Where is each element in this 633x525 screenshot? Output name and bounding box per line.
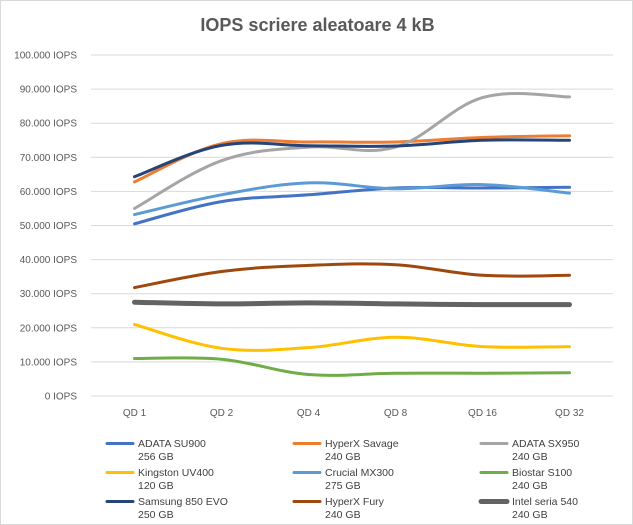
legend-label-capacity: 275 GB [325, 480, 361, 492]
series-line [133, 181, 571, 217]
y-tick-label: 40.000 IOPS [20, 255, 78, 266]
series-line [133, 356, 571, 377]
legend-label-capacity: 240 GB [512, 480, 548, 492]
y-tick-label: 80.000 IOPS [20, 119, 78, 130]
x-tick-label: QD 32 [555, 408, 584, 419]
y-tick-label: 60.000 IOPS [20, 187, 78, 198]
legend-label: ADATA SX950 [512, 438, 579, 450]
series-line [133, 262, 571, 290]
series-line [133, 185, 571, 226]
legend-label: Crucial MX300 [325, 467, 394, 479]
legend-label: ADATA SU900 [138, 438, 206, 450]
y-tick-label: 20.000 IOPS [20, 323, 78, 334]
y-tick-label: 100.000 IOPS [14, 51, 77, 62]
x-tick-label: QD 16 [468, 408, 497, 419]
legend-label-capacity: 256 GB [138, 451, 174, 463]
y-tick-label: 30.000 IOPS [20, 289, 78, 300]
legend-label: HyperX Savage [325, 438, 399, 450]
legend-label: Intel seria 540 [512, 496, 578, 508]
legend-label-capacity: 240 GB [325, 451, 361, 463]
legend-label-capacity: 250 GB [138, 509, 174, 521]
legend-label-capacity: 120 GB [138, 480, 174, 492]
legend-label: HyperX Fury [325, 496, 385, 508]
series-line [133, 92, 571, 210]
legend-label: Biostar S100 [512, 467, 572, 479]
series-line [133, 134, 571, 184]
x-tick-label: QD 8 [384, 408, 408, 419]
x-tick-label: QD 1 [123, 408, 147, 419]
y-tick-label: 50.000 IOPS [20, 221, 78, 232]
series-line [133, 322, 571, 352]
x-tick-label: QD 2 [210, 408, 234, 419]
y-axis-ticks: 0 IOPS 10.000 IOPS 20.000 IOPS 30.000 IOPS 4… [14, 51, 77, 403]
series-lines [132, 92, 572, 377]
series-line [133, 138, 571, 179]
legend-label-capacity: 240 GB [512, 451, 548, 463]
y-tick-label: 70.000 IOPS [20, 153, 78, 164]
gridlines [91, 54, 613, 397]
legend-label: Samsung 850 EVO [138, 496, 228, 508]
legend-label-capacity: 240 GB [512, 509, 548, 521]
y-tick-label: 90.000 IOPS [20, 85, 78, 96]
series-line [132, 299, 572, 308]
y-tick-label: 0 IOPS [45, 392, 78, 403]
x-tick-label: QD 4 [297, 408, 321, 419]
legend-label: Kingston UV400 [138, 467, 214, 479]
x-axis-ticks: QD 1 QD 2 QD 4 QD 8 QD 16 QD 32 [123, 408, 585, 419]
y-tick-label: 10.000 IOPS [20, 357, 78, 368]
legend-label-capacity: 240 GB [325, 509, 361, 521]
chart-title: IOPS scriere aleatoare 4 kB [200, 15, 434, 35]
